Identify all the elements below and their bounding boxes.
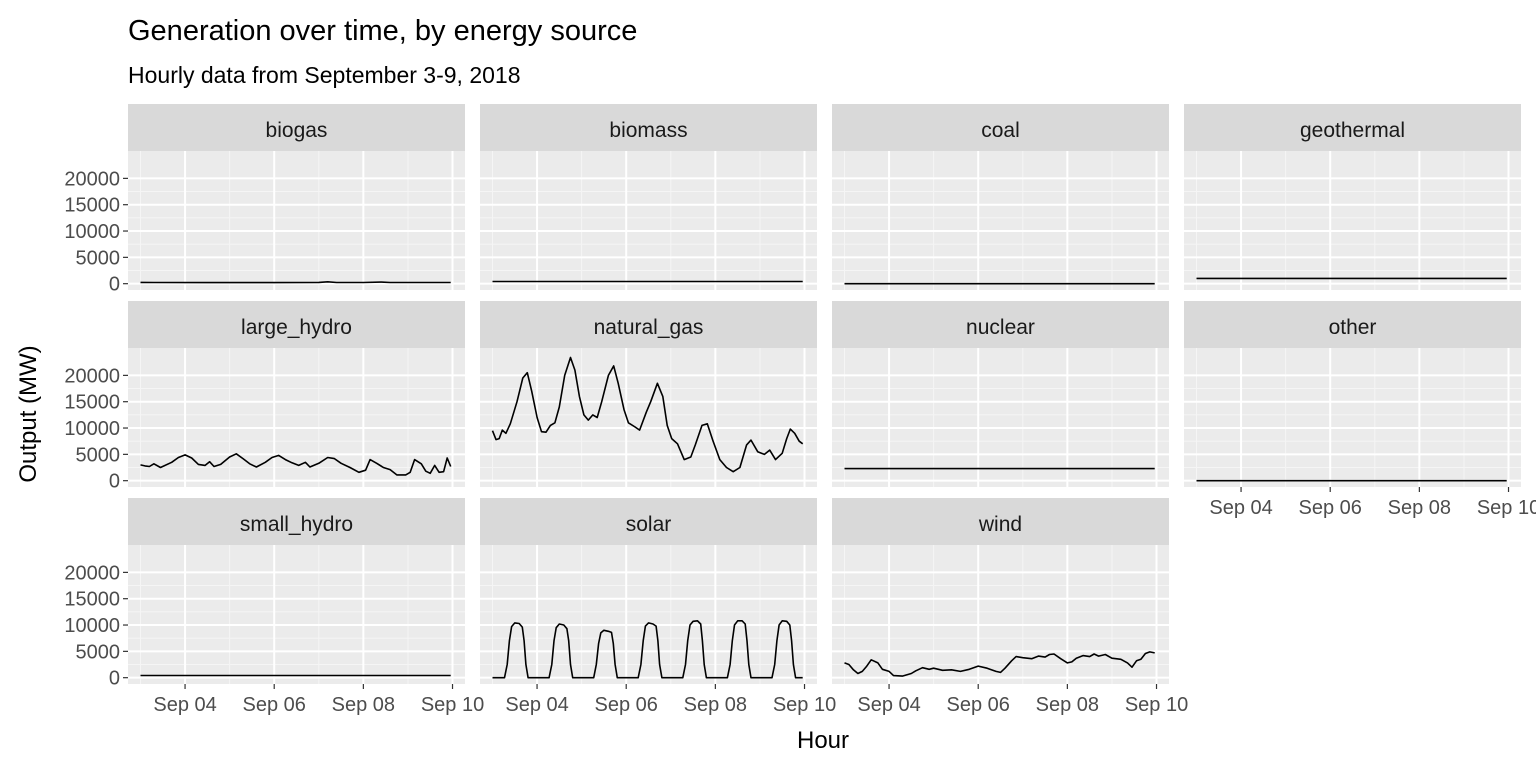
facet-strip <box>128 301 465 348</box>
y-tick-label: 5000 <box>76 641 121 663</box>
x-tick-label: Sep 08 <box>684 694 747 716</box>
x-tick-label: Sep 06 <box>1299 497 1362 519</box>
x-tick-label: Sep 08 <box>1036 694 1099 716</box>
panel-background <box>1184 151 1521 290</box>
facet-strip-label: wind <box>978 513 1022 536</box>
chart-title: Generation over time, by energy source <box>128 15 637 47</box>
facet-strip <box>480 498 817 545</box>
panel-background <box>480 151 817 290</box>
facet-panels: biogas 0 5000 10000 15000 20000 biomass coal geo… <box>64 104 1536 716</box>
y-tick-label: 15000 <box>64 195 120 217</box>
x-tick-label: Sep 04 <box>857 694 920 716</box>
x-tick-label: Sep 08 <box>332 694 395 716</box>
series-line-biogas <box>140 280 451 284</box>
facet-strip-label: biogas <box>266 119 328 142</box>
facet-solar: solar Sep 04 Sep 06 Sep 08 Sep 10 <box>480 498 836 716</box>
panel-background <box>832 348 1169 487</box>
y-tick-label: 15000 <box>64 589 120 611</box>
facet-strip <box>832 104 1169 151</box>
facet-strip-label: geothermal <box>1300 119 1405 142</box>
y-tick-label: 0 <box>109 274 120 296</box>
facet-wind: wind Sep 04 Sep 06 Sep 08 Sep 10 <box>832 498 1188 716</box>
series-line-large_hydro <box>140 452 452 476</box>
y-tick-label: 0 <box>109 668 120 690</box>
facet-coal: coal <box>832 104 1169 290</box>
facet-strip-label: large_hydro <box>241 316 352 339</box>
panel-background <box>480 545 817 684</box>
facet-strip-label: biomass <box>609 119 687 142</box>
x-tick-label: Sep 10 <box>1477 497 1536 519</box>
facet-other: other Sep 04 Sep 06 Sep 08 Sep 10 <box>1184 301 1536 519</box>
facet-strip-label: small_hydro <box>240 513 353 536</box>
y-tick-label: 5000 <box>76 444 121 466</box>
facet-strip <box>1184 301 1521 348</box>
facet-strip <box>832 498 1169 545</box>
x-tick-label: Sep 08 <box>1388 497 1451 519</box>
x-tick-label: Sep 10 <box>773 694 836 716</box>
facet-nuclear: nuclear <box>832 301 1169 487</box>
x-tick-label: Sep 04 <box>1209 497 1272 519</box>
x-tick-label: Sep 04 <box>505 694 568 716</box>
facet-natural_gas: natural_gas <box>480 301 817 487</box>
facet-small_hydro: small_hydro 0 5000 10000 15000 20000 Sep 04 Sep… <box>64 498 484 716</box>
y-tick-label: 20000 <box>64 562 120 584</box>
series-line-wind <box>844 651 1155 677</box>
facet-geothermal: geothermal <box>1184 104 1521 290</box>
facet-strip-label: coal <box>981 119 1020 142</box>
x-tick-label: Sep 10 <box>1125 694 1188 716</box>
x-tick-label: Sep 04 <box>153 694 216 716</box>
y-tick-label: 15000 <box>64 392 120 414</box>
panel-background <box>480 348 817 487</box>
panel-background <box>832 151 1169 290</box>
facet-strip-label: other <box>1329 316 1377 339</box>
x-tick-label: Sep 06 <box>243 694 306 716</box>
facet-strip <box>832 301 1169 348</box>
facet-strip <box>480 301 817 348</box>
facet-large_hydro: large_hydro 0 5000 10000 15000 20000 <box>64 301 465 493</box>
y-tick-label: 5000 <box>76 247 121 269</box>
x-tick-label: Sep 06 <box>947 694 1010 716</box>
x-tick-label: Sep 10 <box>421 694 484 716</box>
panel-background <box>832 545 1169 684</box>
facet-biomass: biomass <box>480 104 817 290</box>
facet-strip <box>128 498 465 545</box>
y-tick-label: 10000 <box>64 221 120 243</box>
facet-strip-label: natural_gas <box>594 316 704 339</box>
y-tick-label: 20000 <box>64 365 120 387</box>
y-axis-title: Output (MW) <box>15 345 42 482</box>
panel-background <box>128 545 465 684</box>
panel-background <box>1184 348 1521 487</box>
y-tick-label: 10000 <box>64 418 120 440</box>
y-tick-label: 0 <box>109 471 120 493</box>
facet-strip <box>480 104 817 151</box>
x-axis-title: Hour <box>797 727 849 754</box>
y-tick-label: 20000 <box>64 168 120 190</box>
series-line-solar <box>492 619 803 679</box>
facet-biogas: biogas 0 5000 10000 15000 20000 <box>64 104 465 296</box>
panel-background <box>128 348 465 487</box>
series-line-natural_gas <box>491 356 804 473</box>
facet-strip <box>128 104 465 151</box>
y-tick-label: 10000 <box>64 615 120 637</box>
panel-background <box>128 151 465 290</box>
facet-strip-label: solar <box>626 513 672 536</box>
facet-strip <box>1184 104 1521 151</box>
facet-strip-label: nuclear <box>966 316 1035 339</box>
x-tick-label: Sep 06 <box>595 694 658 716</box>
chart-subtitle: Hourly data from September 3-9, 2018 <box>128 62 520 88</box>
